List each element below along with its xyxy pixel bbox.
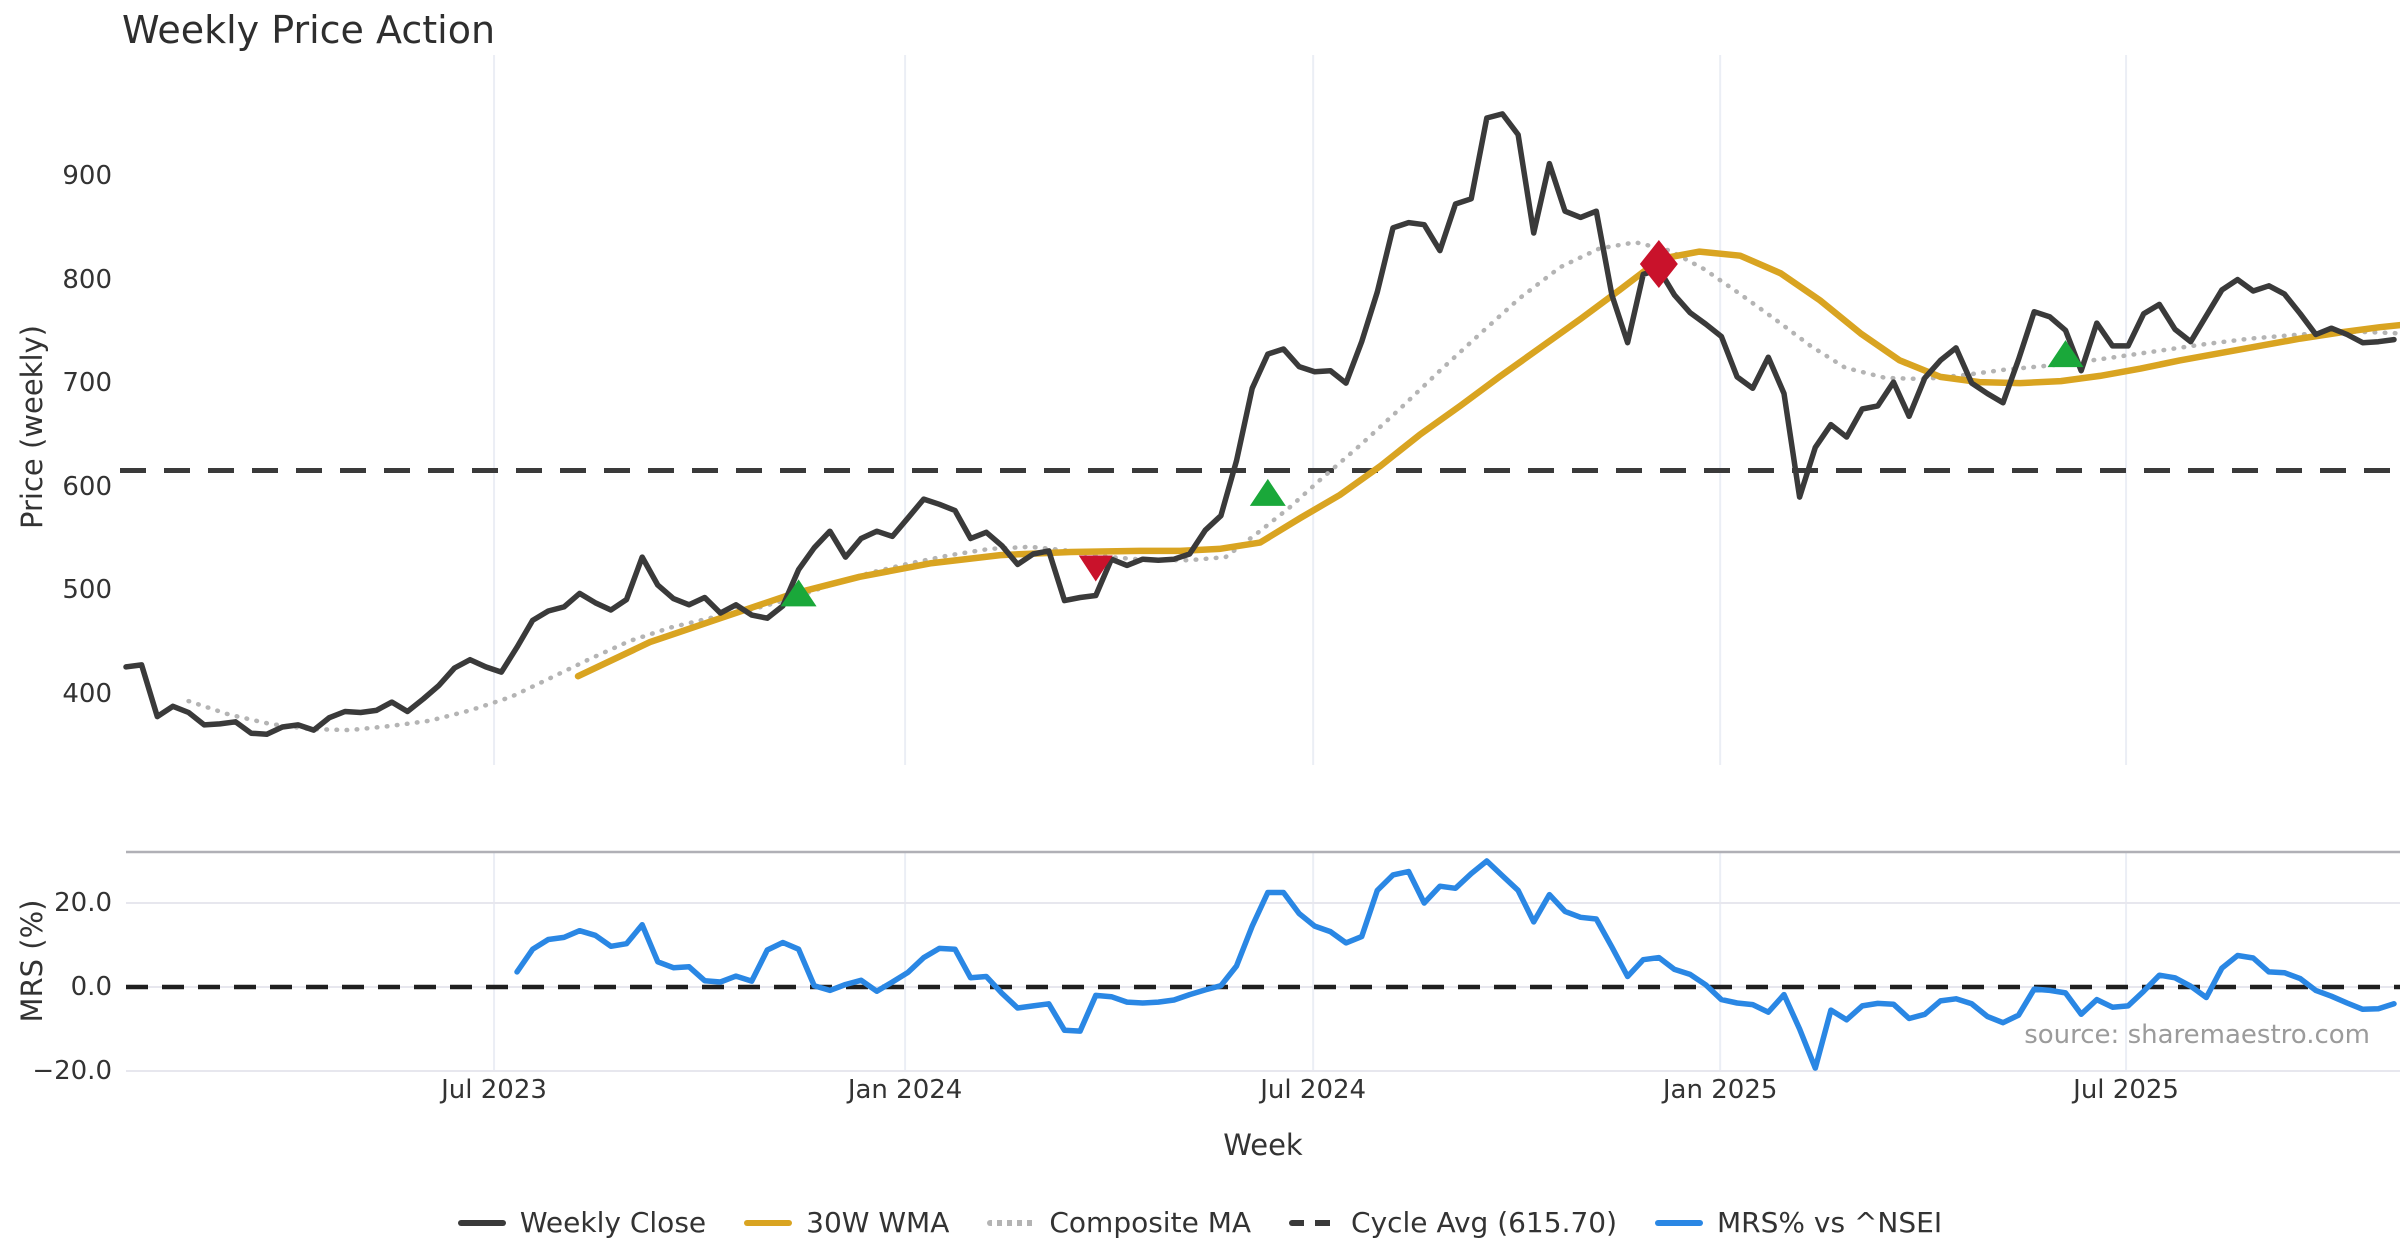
legend-label: Cycle Avg (615.70) <box>1351 1206 1618 1239</box>
price-tick-800: 800 <box>62 264 112 295</box>
gridlines <box>126 55 2400 1072</box>
mrs-tick-0: 0.0 <box>70 972 112 1002</box>
chart-legend: Weekly Close 30W WMA Composite MA Cycle … <box>0 1206 2400 1239</box>
buy-signal-marker <box>2047 340 2084 368</box>
source-watermark: source: sharemaestro.com <box>2024 1020 2370 1050</box>
mrs-tick-20: 20.0 <box>54 888 112 918</box>
legend-label: Composite MA <box>1049 1206 1252 1239</box>
date-tick: Jul 2025 <box>2073 1075 2179 1105</box>
sell-signal-marker <box>1639 240 1678 289</box>
mrs-tick--20: −20.0 <box>32 1056 112 1086</box>
date-tick: Jul 2024 <box>1260 1075 1367 1105</box>
wma-line-swatch <box>744 1219 793 1226</box>
legend-item-cycle-avg: Cycle Avg (615.70) <box>1289 1206 1617 1239</box>
week-axis-label: Week <box>1223 1128 1303 1162</box>
legend-label: Weekly Close <box>519 1206 707 1239</box>
mrs-chart-series <box>126 858 2400 1071</box>
date-tick: Jan 2024 <box>847 1075 963 1105</box>
date-tick: Jan 2025 <box>1662 1075 1778 1105</box>
price-chart-series <box>120 111 2400 737</box>
legend-item-mrs: MRS% vs ^NSEI <box>1655 1206 1942 1239</box>
price-tick-600: 600 <box>62 471 112 502</box>
price-tick-500: 500 <box>62 575 112 606</box>
price-tick-400: 400 <box>62 678 112 709</box>
cycle-avg-line-swatch <box>1289 1219 1338 1226</box>
price-tick-700: 700 <box>62 368 112 399</box>
price-tick-900: 900 <box>62 161 112 191</box>
mrs-line-swatch <box>1655 1219 1704 1226</box>
legend-label: 30W WMA <box>806 1206 950 1239</box>
legend-item-weekly-close: Weekly Close <box>457 1206 707 1239</box>
weekly-close-line-swatch <box>457 1219 506 1226</box>
sell-signal-marker <box>1078 555 1113 582</box>
legend-item-composite-ma: Composite MA <box>987 1206 1251 1239</box>
signal-markers <box>780 240 2084 607</box>
page-title: Weekly Price Action <box>122 8 496 52</box>
buy-signal-marker <box>1249 478 1286 506</box>
composite-ma-line-swatch <box>987 1219 1036 1226</box>
legend-label: MRS% vs ^NSEI <box>1717 1206 1943 1239</box>
legend-item-30w-wma: 30W WMA <box>744 1206 949 1239</box>
date-tick: Jul 2023 <box>441 1075 547 1105</box>
buy-signal-marker <box>780 579 817 607</box>
